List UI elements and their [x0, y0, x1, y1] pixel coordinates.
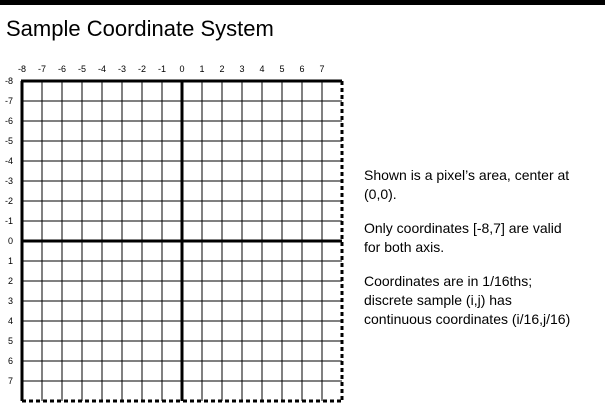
y-tick-label: -5 [5, 136, 13, 146]
y-tick-label: 2 [8, 276, 13, 286]
note-valid-range: Only coordinates [-8,7] are valid for bo… [364, 220, 562, 255]
y-tick-label: -4 [5, 156, 13, 166]
note-sixteenths: Coordinates are in 1/16ths; discrete sam… [364, 273, 571, 327]
y-tick-label: -6 [5, 116, 13, 126]
x-tick-label: -2 [138, 64, 146, 74]
x-tick-label: 5 [279, 64, 284, 74]
y-tick-label: 1 [8, 256, 13, 266]
x-tick-label: 7 [319, 64, 324, 74]
x-tick-label: 6 [299, 64, 304, 74]
top-rule [0, 0, 605, 5]
y-tick-label: 3 [8, 296, 13, 306]
x-tick-label: 1 [199, 64, 204, 74]
y-tick-label: -1 [5, 216, 13, 226]
y-tick-label: -2 [5, 196, 13, 206]
y-tick-label: -8 [5, 76, 13, 86]
y-tick-label: 7 [8, 376, 13, 386]
y-tick-label: 4 [8, 316, 13, 326]
x-tick-label: -6 [58, 64, 66, 74]
x-tick-label: 3 [239, 64, 244, 74]
note-pixel-area: Shown is a pixel’s area, center at (0,0)… [364, 167, 570, 202]
x-tick-label: -7 [38, 64, 46, 74]
x-tick-label: 0 [179, 64, 184, 74]
page-title: Sample Coordinate System [6, 16, 274, 41]
x-tick-label: -5 [78, 64, 86, 74]
y-tick-label: 5 [8, 336, 13, 346]
y-tick-label: 6 [8, 356, 13, 366]
x-tick-label: -1 [158, 64, 166, 74]
x-tick-label: 4 [259, 64, 264, 74]
y-tick-label: -3 [5, 176, 13, 186]
x-tick-label: 2 [219, 64, 224, 74]
x-tick-label: -4 [98, 64, 106, 74]
y-tick-label: -7 [5, 96, 13, 106]
y-tick-label: 0 [8, 236, 13, 246]
x-tick-label: -8 [18, 64, 26, 74]
notes-panel: Shown is a pixel’s area, center at (0,0)… [364, 166, 604, 344]
x-tick-label: -3 [118, 64, 126, 74]
